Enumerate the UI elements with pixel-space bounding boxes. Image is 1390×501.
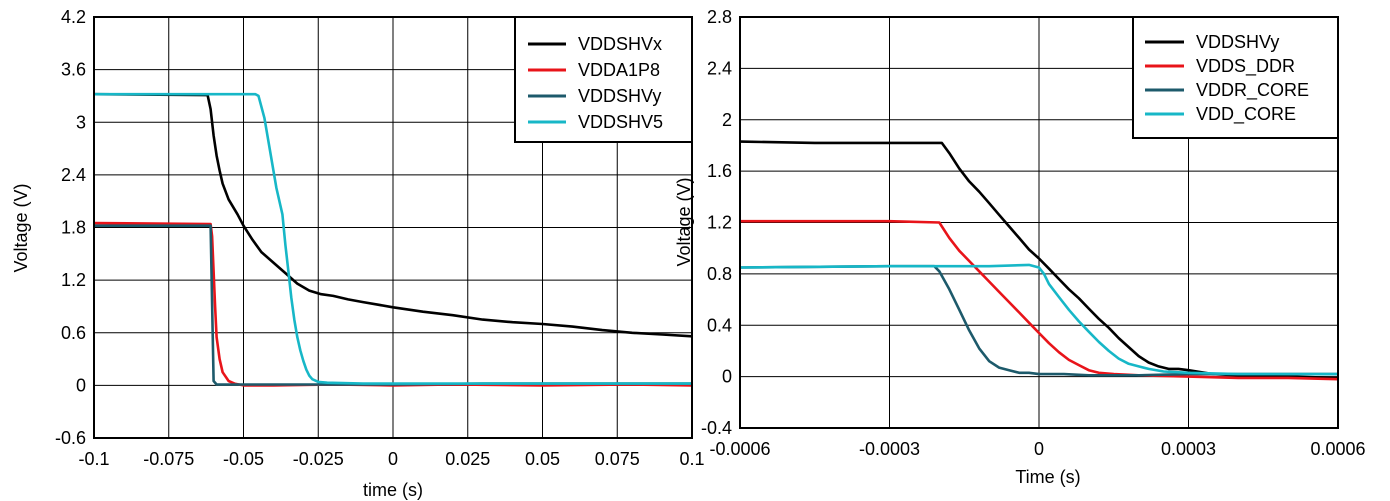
x-tick-label: 0.1	[679, 449, 704, 469]
y-tick-label: 2	[722, 110, 732, 130]
x-tick-label: -0.025	[293, 449, 344, 469]
y-tick-label: 4.2	[61, 7, 86, 27]
x-tick-label: 0.0006	[1310, 439, 1365, 459]
x-tick-label: 0.0003	[1161, 439, 1216, 459]
y-tick-label: 0.6	[61, 323, 86, 343]
y-tick-label: 1.2	[707, 213, 732, 233]
series-line-vddshvy	[739, 140, 1339, 380]
x-axis-label: time (s)	[363, 480, 423, 500]
x-tick-label: -0.0006	[709, 439, 770, 459]
legend-label: VDDSHVy	[1196, 32, 1279, 52]
y-tick-label: -0.4	[701, 418, 732, 438]
legend: VDDSHVy VDDS_DDR VDDR_CORE VDD_CORE	[1132, 16, 1339, 139]
y-axis-label: Voltage (V)	[674, 177, 694, 266]
y-tick-label: 2.4	[707, 58, 732, 78]
y-tick-label: 2.8	[707, 7, 732, 27]
x-tick-label: 0.025	[445, 449, 490, 469]
y-tick-label: 0	[722, 367, 732, 387]
legend-label: VDD_CORE	[1196, 104, 1296, 125]
legend-label: VDDS_DDR	[1196, 56, 1295, 77]
y-tick-label: 2.4	[61, 165, 86, 185]
y-tick-label: -0.6	[55, 428, 86, 448]
series-line-vddr-core	[739, 264, 1338, 377]
x-tick-label: 0.075	[595, 449, 640, 469]
x-tick-label: -0.05	[223, 449, 264, 469]
chart-panel-1: -0.1 -0.075 -0.05 -0.025 0 0.025 0.05 0.075 0.1 -…	[11, 7, 705, 500]
legend-label: VDDR_CORE	[1196, 80, 1309, 101]
x-axis-label: Time (s)	[1015, 467, 1080, 487]
legend-label: VDDSHVy	[578, 86, 661, 106]
legend-label: VDDSHVx	[578, 34, 662, 54]
y-tick-label: 1.2	[61, 270, 86, 290]
x-tick-label: 0	[1034, 439, 1044, 459]
chart-panel-2: -0.0006 -0.0003 0 0.0003 0.0006 -0.4 0 0.4 0.8 1.…	[674, 7, 1366, 487]
series-line-vddshvx	[93, 92, 693, 338]
legend-label: VDDSHV5	[578, 112, 663, 132]
plot-frame	[739, 16, 1339, 429]
x-tick-label: -0.0003	[859, 439, 920, 459]
legend-box	[1132, 16, 1339, 139]
y-tick-label: 1.6	[707, 161, 732, 181]
legend: VDDSHVx VDDA1P8 VDDSHVy VDDSHV5	[514, 16, 693, 143]
x-tick-label: 0	[388, 449, 398, 469]
legend-label: VDDA1P8	[578, 60, 660, 80]
x-tick-label: -0.1	[78, 449, 109, 469]
x-tick-label: -0.075	[143, 449, 194, 469]
y-tick-label: 1.8	[61, 218, 86, 238]
x-tick-label: 0.05	[525, 449, 560, 469]
series-line-vddshv5	[94, 92, 692, 385]
y-tick-label: 0.4	[707, 315, 732, 335]
y-tick-label: 0	[76, 375, 86, 395]
y-tick-label: 3.6	[61, 60, 86, 80]
y-axis-label: Voltage (V)	[11, 183, 31, 272]
y-tick-label: 0.8	[707, 264, 732, 284]
series-line-vdd-core	[739, 263, 1338, 376]
plot-frame	[93, 16, 693, 439]
y-tick-label: 3	[76, 112, 86, 132]
